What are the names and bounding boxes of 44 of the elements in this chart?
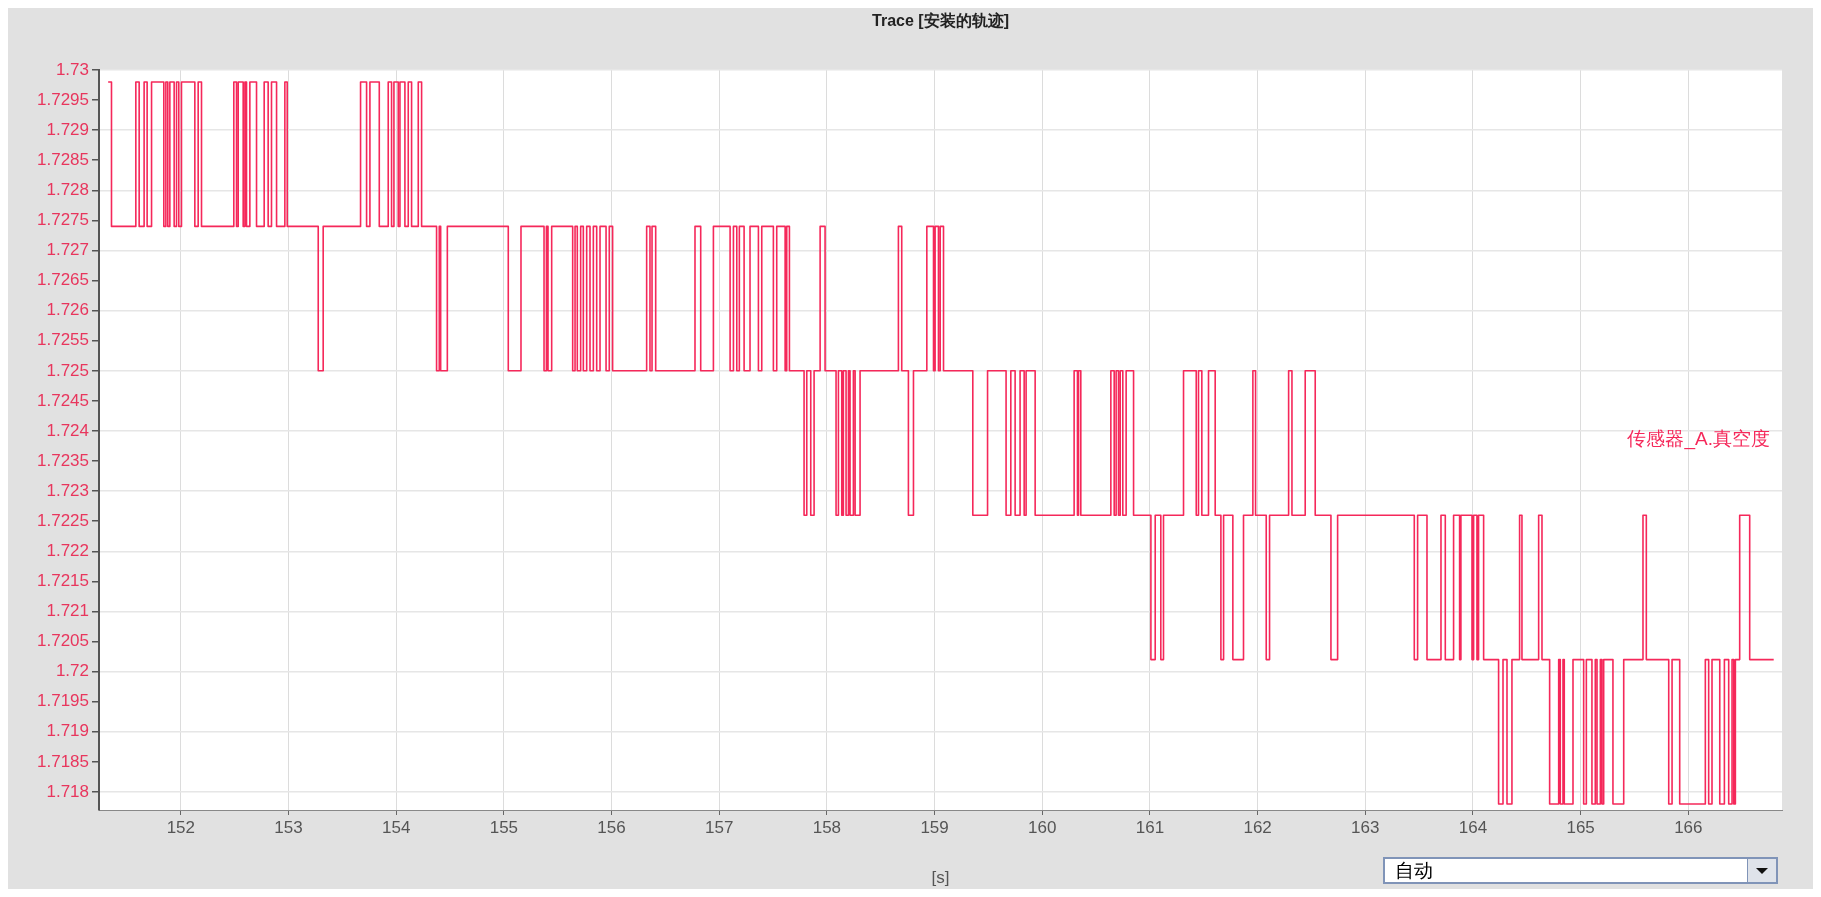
y-tick-label: 1.729 <box>46 119 89 139</box>
y-tick-label: 1.7265 <box>37 270 89 290</box>
y-tick-label: 1.7205 <box>37 631 89 651</box>
y-tick-label: 1.728 <box>46 180 89 200</box>
y-tick-label: 1.7275 <box>37 210 89 230</box>
x-tick-label: 159 <box>920 817 949 837</box>
y-tick-label: 1.7225 <box>37 510 89 530</box>
x-tick-label: 154 <box>382 817 411 837</box>
y-tick-label: 1.7255 <box>37 330 89 350</box>
x-tick-label: 160 <box>1028 817 1057 837</box>
y-tick-label: 1.722 <box>46 540 89 560</box>
y-tick-label: 1.7245 <box>37 390 89 410</box>
text: 传感器_A.真空度 <box>1627 428 1770 451</box>
x-tick-label: 157 <box>705 817 734 837</box>
x-tick-label: 156 <box>597 817 626 837</box>
x-tick-label: 153 <box>274 817 303 837</box>
y-tick-label: 1.721 <box>46 601 89 621</box>
x-tick-label: 161 <box>1135 817 1165 837</box>
y-tick-label: 1.719 <box>46 721 89 741</box>
x-tick-label: 158 <box>812 817 842 837</box>
chart-title: Trace [安装的轨迹] <box>872 11 1009 30</box>
x-axis-title: [s] <box>931 868 950 888</box>
x-tick-label: 164 <box>1458 817 1488 837</box>
y-tick-label: 1.72 <box>55 661 89 681</box>
y-tick-label: 1.7295 <box>37 89 89 109</box>
x-tick-label: 165 <box>1566 817 1595 837</box>
y-tick-label: 1.718 <box>46 781 89 801</box>
y-tick-label: 1.727 <box>46 240 89 260</box>
x-tick-label: 152 <box>166 817 196 837</box>
dropdown: 自动 <box>1383 857 1778 884</box>
y-tick-label: 1.7195 <box>37 691 89 711</box>
y-tick-label: 1.723 <box>46 480 89 500</box>
y-tick-label: 1.73 <box>55 59 89 79</box>
x-tick-label: 166 <box>1674 817 1703 837</box>
y-tick-label: 1.7215 <box>37 571 89 591</box>
x-tick-label: 163 <box>1351 817 1380 837</box>
y-tick-label: 1.7185 <box>37 751 89 771</box>
y-tick-label: 1.725 <box>46 360 89 380</box>
y-tick-label: 1.7285 <box>37 149 89 169</box>
y-tick-label: 1.724 <box>46 420 89 440</box>
x-tick-label: 162 <box>1243 817 1272 837</box>
x-tick-label: 155 <box>489 817 519 837</box>
y-tick-label: 1.7235 <box>37 450 89 470</box>
y-tick-label: 1.726 <box>46 300 89 320</box>
